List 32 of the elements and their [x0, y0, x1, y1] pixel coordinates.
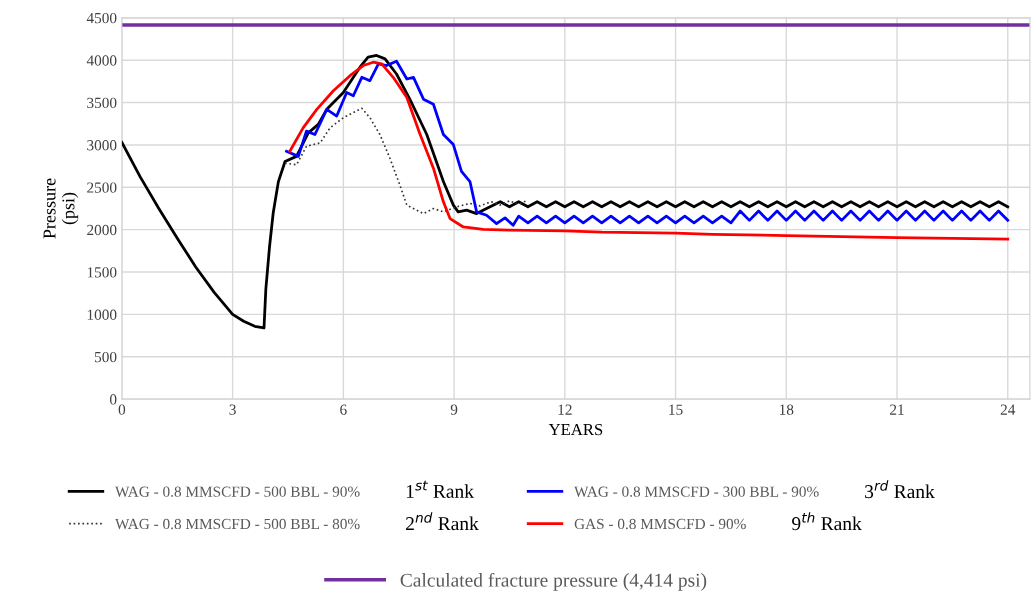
x-tick-label: 15 — [669, 404, 683, 415]
legend-label: WAG - 0.8 MMSCFD - 500 BBL - 80% — [115, 518, 360, 530]
x-tick-label: 6 — [340, 404, 347, 415]
text: 9$^{th}$ Rank — [792, 512, 862, 531]
text: 1$^{st}$ Rank — [406, 480, 474, 498]
x-tick-label: 3 — [229, 404, 236, 415]
x-tick-label: 9 — [450, 404, 458, 415]
line-series — [121, 54, 1010, 330]
x-tick-label: 21 — [890, 404, 904, 415]
y-tick-label: 2500 — [87, 182, 117, 193]
x-tick-label: 0 — [118, 404, 126, 415]
legend-label: WAG - 0.8 MMSCFD - 500 BBL - 90% — [115, 486, 360, 497]
y-tick-label: 1000 — [87, 309, 117, 320]
y-tick-label: 4000 — [86, 55, 117, 66]
x-tick-label: 12 — [558, 404, 572, 415]
y-tick-label: 4500 — [86, 12, 117, 24]
text: 3$^{rd}$ Rank — [865, 480, 935, 499]
y-tick-label: 500 — [95, 351, 117, 363]
x-tick-label: 24 — [1000, 404, 1016, 415]
x-tick-label: 18 — [779, 404, 794, 415]
y-tick-label: 2000 — [87, 224, 117, 236]
text: 2$^{nd}$ Rank — [406, 512, 479, 531]
x-axis-title: YEARS — [548, 423, 603, 436]
y-tick-label: 1500 — [87, 267, 117, 278]
line-series — [284, 107, 529, 215]
legend-label: WAG - 0.8 MMSCFD - 300 BBL - 90% — [574, 486, 819, 497]
y-tick-label: 3000 — [87, 140, 117, 151]
legend-label: GAS - 0.8 MMSCFD - 90% — [574, 518, 746, 530]
legend-label: Calculated fracture pressure (4,414 psi) — [400, 572, 707, 591]
y-axis-title: Pressure (psi) — [43, 178, 79, 239]
y-tick-label: 0 — [109, 394, 117, 405]
y-tick-label: 3500 — [87, 97, 117, 109]
